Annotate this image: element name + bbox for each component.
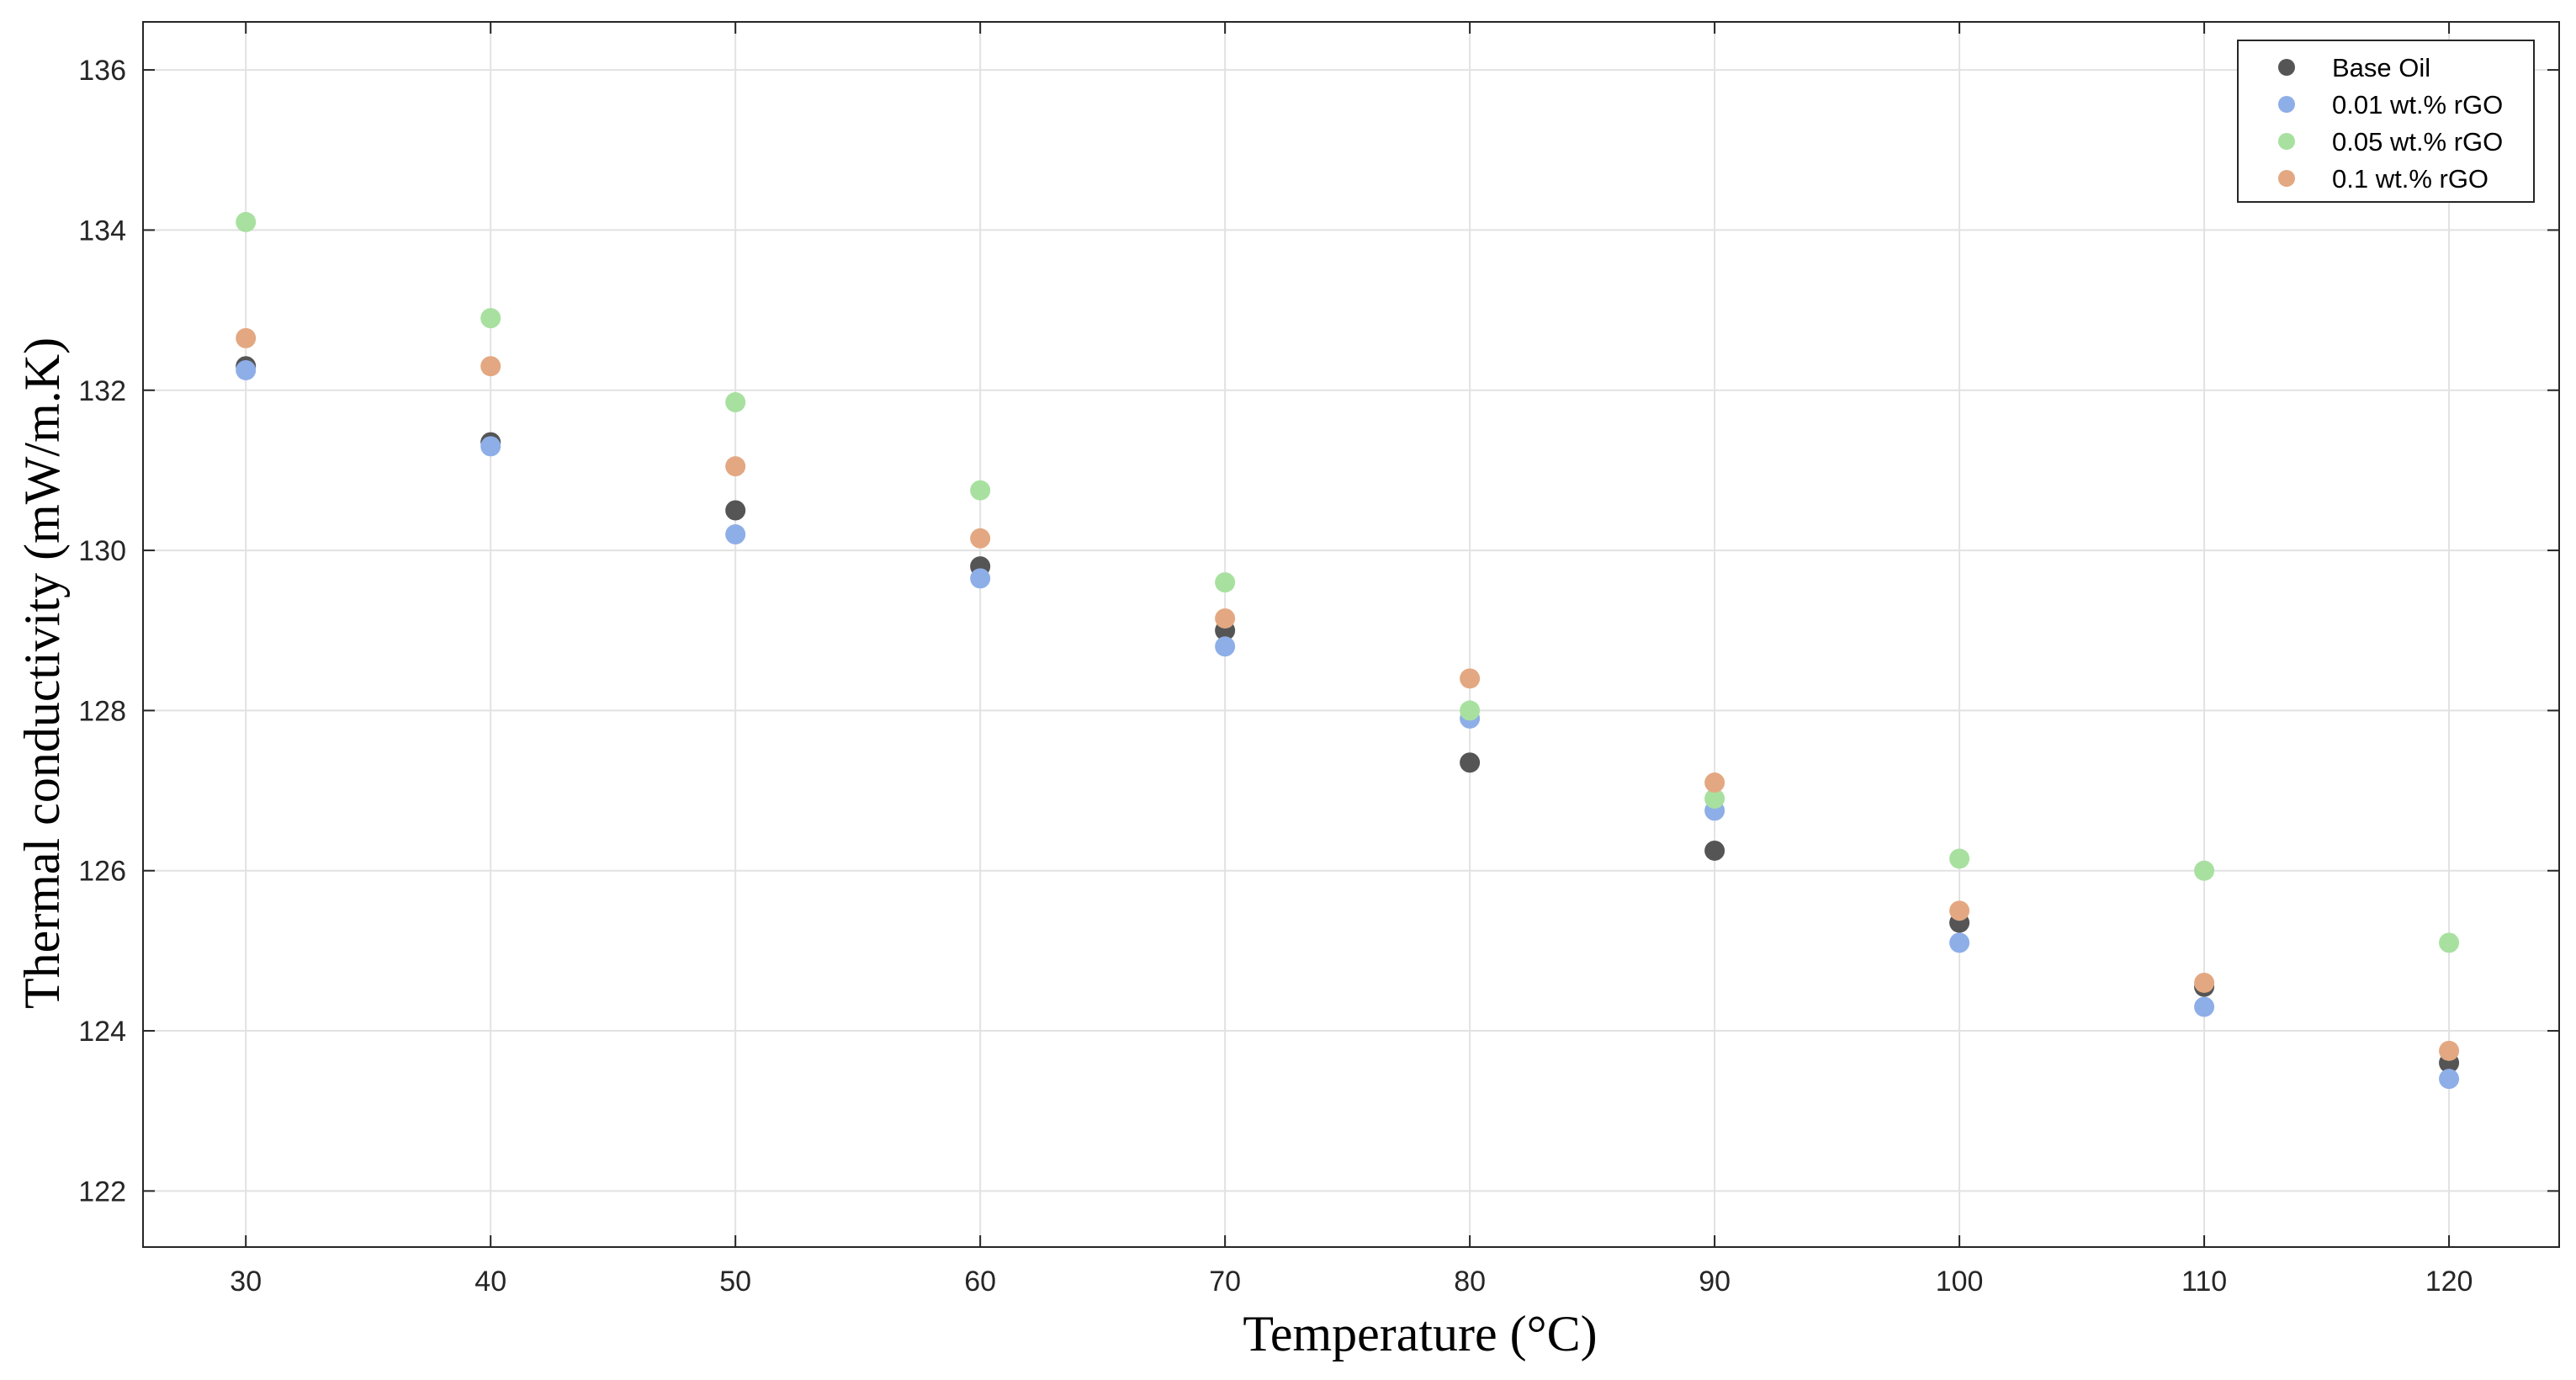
data-point <box>2439 1069 2460 1090</box>
legend-entry-label: 0.1 wt.% rGO <box>2332 164 2489 194</box>
x-tick-label: 120 <box>2425 1266 2473 1298</box>
data-point <box>480 436 501 457</box>
y-tick-label: 126 <box>78 856 126 888</box>
x-tick-label: 60 <box>964 1266 996 1298</box>
data-point <box>1460 668 1481 689</box>
data-point <box>725 392 746 413</box>
x-axis-label: Temperature (°C) <box>1243 1306 1597 1361</box>
data-point <box>1460 700 1481 721</box>
data-point <box>480 356 501 377</box>
data-point <box>1215 572 1236 593</box>
data-points <box>236 211 2460 1090</box>
x-tick-label: 30 <box>230 1266 262 1298</box>
data-point <box>2439 1040 2460 1061</box>
x-tick-label: 70 <box>1209 1266 1241 1298</box>
data-point <box>1215 636 1236 657</box>
y-tick-label: 130 <box>78 535 126 567</box>
x-tick-label: 80 <box>1454 1266 1486 1298</box>
data-point <box>1704 840 1725 861</box>
legend-marker <box>2278 170 2295 187</box>
data-point <box>970 568 991 589</box>
y-tick-label: 124 <box>78 1016 126 1048</box>
y-tick-label: 134 <box>78 215 126 247</box>
data-point <box>2439 932 2460 953</box>
data-point <box>236 359 257 380</box>
data-point <box>1460 752 1481 773</box>
plot-area-frame <box>142 21 2560 1248</box>
data-point <box>236 327 257 348</box>
legend-entries: Base Oil 0.01 wt.% rGO 0.05 wt.% rGO 0.1 wt… <box>2278 53 2503 194</box>
x-tick-label: 90 <box>1699 1266 1731 1298</box>
data-point <box>1949 848 1970 869</box>
legend: Base Oil 0.01 wt.% rGO 0.05 wt.% rGO 0.1 wt… <box>2237 40 2535 203</box>
y-tick-label: 122 <box>78 1176 126 1208</box>
data-point <box>970 480 991 501</box>
series-group <box>236 211 2460 953</box>
legend-marker <box>2278 96 2295 113</box>
x-tick-label: 110 <box>2181 1266 2227 1298</box>
data-point <box>725 524 746 545</box>
axis-ticks: 30 40 50 60 70 80 90 100 110 120 122 124 126 128 130 13… <box>78 22 2559 1298</box>
data-point <box>970 528 991 549</box>
legend-entry-label: 0.05 wt.% rGO <box>2332 127 2503 157</box>
data-point <box>725 456 746 477</box>
legend-entry-label: 0.01 wt.% rGO <box>2332 90 2503 119</box>
series-group <box>236 359 2460 1090</box>
x-tick-label: 50 <box>719 1266 751 1298</box>
data-point <box>725 500 746 521</box>
data-point <box>1215 608 1236 629</box>
series-group <box>236 327 2460 1061</box>
legend-marker <box>2278 59 2295 76</box>
legend-marker <box>2278 133 2295 150</box>
data-point <box>1704 772 1725 794</box>
data-point <box>480 308 501 329</box>
data-point <box>1949 932 1970 953</box>
data-point <box>2194 996 2215 1017</box>
x-tick-label: 40 <box>474 1266 506 1298</box>
y-tick-label: 132 <box>78 375 126 407</box>
data-point <box>236 211 257 232</box>
data-point <box>1704 788 1725 809</box>
x-tick-label: 100 <box>1936 1266 1984 1298</box>
data-point <box>1949 900 1970 921</box>
data-point <box>2194 972 2215 993</box>
legend-entry-label: Base Oil <box>2332 53 2430 82</box>
data-point <box>2194 860 2215 881</box>
y-tick-label: 128 <box>78 695 126 727</box>
grid-lines <box>143 22 2559 1247</box>
y-tick-label: 136 <box>78 55 126 87</box>
y-axis-label: Thermal conductivity (mW/m.K) <box>14 337 70 1009</box>
